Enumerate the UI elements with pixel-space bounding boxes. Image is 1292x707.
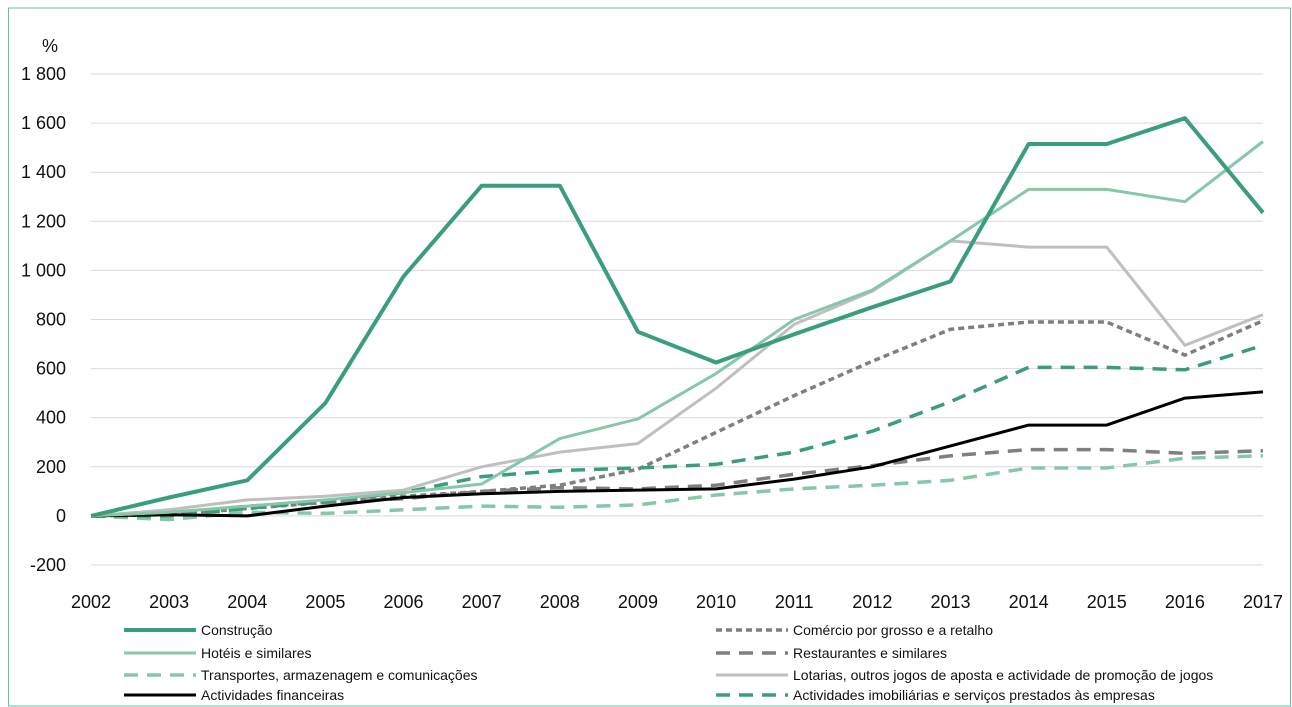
x-tick-label: 2004	[227, 592, 267, 612]
legend: Construção Comércio por grosso e a retalh…	[124, 622, 1213, 703]
x-tick-label: 2009	[618, 592, 658, 612]
x-tick-label: 2006	[384, 592, 424, 612]
series-line	[90, 454, 1264, 522]
x-tick-label: 2017	[1243, 592, 1283, 612]
y-tick-label: 200	[36, 457, 66, 477]
legend-label: Restaurantes e similares	[793, 645, 947, 661]
x-tick-label: 2010	[696, 592, 736, 612]
chart-border	[8, 7, 1291, 707]
legend-label: Transportes, armazenagem e comunicações	[201, 667, 478, 683]
series-line	[90, 140, 1264, 518]
x-tick-label: 2011	[775, 592, 814, 612]
x-tick-label: 2008	[540, 592, 580, 612]
legend-label: Construção	[201, 622, 273, 638]
y-tick-label: -200	[30, 555, 66, 575]
legend-label: Actividades imobiliárias e serviços pres…	[793, 687, 1155, 703]
series-line	[90, 239, 1264, 518]
x-tick-label: 2007	[462, 592, 502, 612]
y-tick-label: 1 800	[21, 64, 66, 84]
x-tick-label: 2002	[71, 592, 111, 612]
legend-label: Lotarias, outros jogos de aposta e activ…	[793, 667, 1213, 683]
x-tick-label: 2015	[1087, 592, 1127, 612]
x-tick-label: 2012	[852, 592, 892, 612]
x-tick-label: 2005	[305, 592, 345, 612]
legend-label: Actividades financeiras	[201, 687, 344, 703]
y-tick-label: 400	[36, 408, 66, 428]
gridlines	[91, 73, 1263, 566]
y-tick-label: 1 600	[21, 113, 66, 133]
series-line	[91, 343, 1264, 518]
y-tick-label: 1 200	[21, 211, 66, 231]
legend-label: Comércio por grosso e a retalho	[793, 622, 993, 638]
x-tick-label: 2003	[149, 592, 189, 612]
x-tick-label: 2013	[930, 592, 970, 612]
series-lines	[90, 116, 1265, 522]
y-tick-label: 0	[56, 506, 66, 526]
y-axis-ticks: -200 0 200 400 600 800 1 000 1 200 1 400 1 600 1 8…	[21, 64, 66, 575]
y-tick-label: 800	[36, 310, 66, 330]
x-tick-label: 2016	[1165, 592, 1205, 612]
series-line	[90, 116, 1265, 518]
series-line	[90, 390, 1264, 518]
x-tick-label: 2014	[1009, 592, 1049, 612]
y-tick-label: 1 000	[21, 260, 66, 280]
y-axis-unit-label: %	[42, 36, 58, 56]
legend-label: Hotéis e similares	[201, 645, 311, 661]
y-tick-label: 1 400	[21, 162, 66, 182]
y-tick-label: 600	[36, 359, 66, 379]
x-axis-ticks: 2002 2003 2004 2005 2006 2007 2008 2009 2010 2011…	[71, 592, 1283, 612]
